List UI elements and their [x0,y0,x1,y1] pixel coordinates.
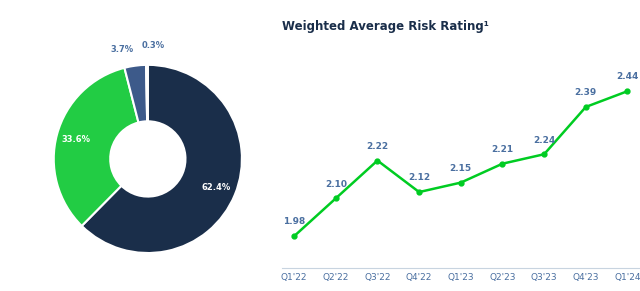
Text: 2.10: 2.10 [324,180,347,189]
Text: 2.15: 2.15 [450,164,472,173]
Text: 62.4%: 62.4% [202,183,231,192]
Text: Weighted Average Risk Rating¹: Weighted Average Risk Rating¹ [282,19,488,33]
Text: 1.98: 1.98 [283,217,305,226]
Legend: Category 2, Category 3, Category 4, Category 5: Category 2, Category 3, Category 4, Cate… [477,150,547,205]
Wedge shape [82,65,242,253]
Text: 2.22: 2.22 [366,142,388,151]
Text: 33.6%: 33.6% [61,135,91,144]
Text: 0.3%: 0.3% [142,41,165,50]
Text: 2.21: 2.21 [492,145,513,154]
Text: 2.44: 2.44 [616,72,639,81]
Wedge shape [54,68,138,226]
Text: 2.24: 2.24 [533,136,556,145]
Wedge shape [146,65,148,121]
Text: 3.7%: 3.7% [111,45,134,54]
Text: 2.39: 2.39 [575,88,597,97]
Wedge shape [124,65,147,123]
Text: 2.12: 2.12 [408,173,430,182]
